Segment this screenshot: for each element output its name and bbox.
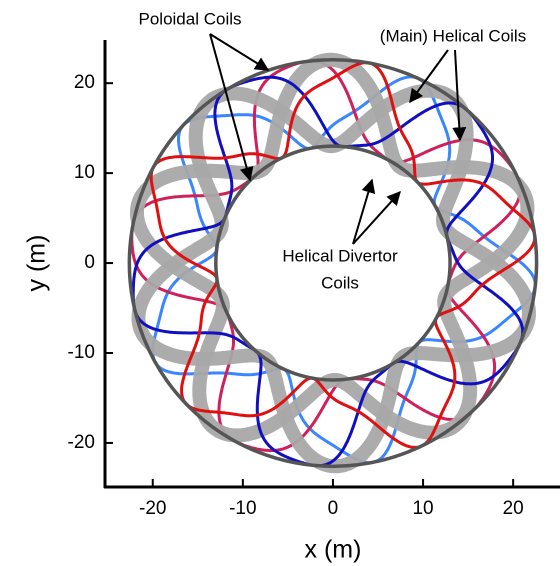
x-tick-label: 0: [328, 498, 339, 519]
arrows: [209, 33, 467, 245]
x-axis-label: x (m): [305, 536, 362, 564]
y-tick-label: -20: [68, 432, 95, 453]
x-tick-label: -20: [139, 498, 166, 519]
coil: [130, 52, 535, 443]
annotation: Coils: [321, 273, 359, 292]
coil: [149, 61, 537, 449]
y-axis-label: y (m): [23, 235, 51, 292]
annotation: (Main) Helical Coils: [380, 26, 526, 45]
coils: [127, 52, 539, 474]
annotation: Helical Divertor: [282, 246, 398, 265]
x-tick-label: 20: [503, 498, 524, 519]
y-tick-label: 0: [84, 252, 95, 273]
x-tick-label: -10: [229, 498, 256, 519]
poloidal-coil: [214, 144, 452, 382]
y-tick-label: 10: [74, 162, 95, 183]
poloidal-coil: [127, 58, 539, 469]
y-tick-label: -10: [68, 342, 95, 363]
annotation: Poloidal Coils: [139, 9, 242, 28]
y-tick-label: 20: [74, 72, 95, 93]
x-tick-label: 10: [412, 498, 433, 519]
